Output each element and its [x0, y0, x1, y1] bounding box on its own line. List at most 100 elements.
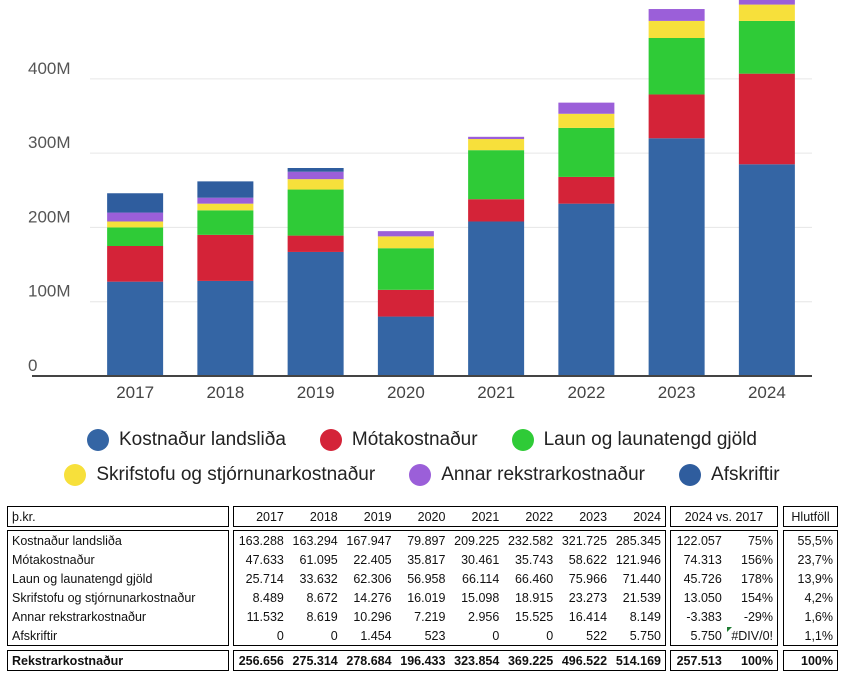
value-cell: 25.714	[245, 571, 284, 586]
bar-segment	[468, 199, 525, 222]
year-header: 2021	[471, 509, 500, 524]
row-label: Laun og launatengd gjöld	[12, 571, 153, 586]
header-box: Hlutföll	[783, 506, 838, 527]
table-row: 1,6%	[784, 607, 838, 626]
total-share: 100%	[801, 653, 833, 668]
bar-segment	[738, 164, 795, 376]
x-tick-label: 2020	[387, 383, 425, 402]
value-cell: 66.114	[462, 571, 500, 586]
value-cell: 11.532	[246, 609, 284, 624]
bar-segment	[468, 139, 525, 151]
total-cell: 496.522	[561, 653, 608, 668]
value-cell: 79.897	[407, 533, 446, 548]
value-cell: 8.619	[306, 609, 338, 624]
header-box: 2017 2018 2019 2020 2021 2022 2023 2024	[233, 506, 666, 527]
table-row: 23,7%	[784, 550, 838, 569]
share-cell: 13,9%	[797, 571, 833, 586]
table-row: 163.288 163.294 167.947 79.897 209.225 232.58…	[234, 531, 666, 551]
table-row: 5.750 #DIV/0!	[671, 626, 778, 646]
bar-segment	[558, 102, 615, 114]
value-cell: 5.750	[629, 628, 661, 643]
pct-cell: 178%	[741, 571, 773, 586]
total-cell: 514.169	[615, 653, 661, 668]
pct-cell: -29%	[743, 609, 773, 624]
total-cell: 369.225	[507, 653, 554, 668]
bar-segment	[287, 168, 344, 172]
total-cell: 278.684	[346, 653, 392, 668]
legend-dot	[409, 464, 432, 486]
bar-segment	[287, 235, 344, 252]
pct-cell: 154%	[741, 590, 773, 605]
total-box: 256.656 275.314 278.684 196.433 323.854 369.2…	[233, 650, 666, 671]
table-row: 74.313 156%	[671, 550, 778, 569]
share-cell: 1,6%	[804, 609, 834, 624]
total-label: Rekstrarkostnaður	[12, 653, 124, 668]
bar-segment	[197, 203, 254, 211]
legend-item-motakostnadur: Mótakostnaður	[319, 429, 478, 451]
value-cell: 522	[586, 628, 608, 643]
legend-label: Afskriftir	[711, 464, 780, 485]
legend-item-afskriftir: Afskriftir	[679, 464, 780, 486]
diff-cell: 5.750	[690, 628, 722, 643]
value-cell: 8.489	[252, 590, 284, 605]
value-cell: 285.345	[615, 533, 661, 548]
total-pct: 100%	[741, 653, 773, 668]
row-label: Kostnaður landsliða	[12, 533, 122, 548]
bar-segment	[738, 4, 795, 21]
body-box: 163.288 163.294 167.947 79.897 209.225 232.58…	[233, 530, 666, 646]
legend-dot	[87, 429, 109, 451]
value-cell: 16.019	[407, 590, 446, 605]
x-tick-label: 2024	[748, 383, 786, 402]
unit-label: þ.kr.	[12, 509, 36, 524]
bar-segment	[107, 246, 164, 282]
body-box: 55,5% 23,7% 13,9% 4,2% 1,6% 1,1%	[783, 530, 838, 646]
table-row: 122.057 75%	[671, 531, 778, 551]
bar-segment	[377, 316, 434, 376]
table-row: 1,1%	[784, 626, 838, 646]
value-cell: 62.306	[353, 571, 392, 586]
value-cell: 321.725	[561, 533, 608, 548]
bar-segment	[648, 138, 705, 376]
x-tick-label: 2023	[658, 383, 696, 402]
bar-segment	[377, 248, 434, 290]
total-cell: 196.433	[400, 653, 446, 668]
header-box: þ.kr.	[7, 506, 229, 527]
legend-row-2: Skrifstofu og stjórnunarkostnaður Annar …	[0, 464, 844, 486]
bar-segment	[648, 94, 705, 139]
x-tick-label: 2017	[116, 383, 154, 402]
pct-cell: 156%	[741, 552, 773, 567]
value-cell: 18.915	[514, 590, 554, 605]
share-cell: 55,5%	[797, 533, 833, 548]
bar-segment	[468, 136, 525, 140]
table-row: 11.532 8.619 10.296 7.219 2.956 15.525 16.414 8…	[234, 607, 666, 626]
bar-segment	[107, 227, 164, 246]
legend-label: Skrifstofu og stjórnunarkostnaður	[96, 464, 376, 485]
year-header: 2023	[579, 509, 608, 524]
diff-cell: 45.726	[683, 571, 722, 586]
legend-dot	[679, 464, 702, 486]
row-label: Annar rekstrarkostnaður	[12, 609, 147, 624]
diff-cell: 74.313	[683, 552, 722, 567]
bar-segment	[558, 113, 615, 128]
compare-header: 2024 vs. 2017	[684, 509, 764, 524]
bar-segment	[468, 150, 525, 200]
legend-label: Mótakostnaður	[351, 429, 478, 450]
year-header: 2022	[525, 509, 554, 524]
year-header: 2024	[633, 509, 661, 524]
table-row: 25.714 33.632 62.306 56.958 66.114 66.460 75.9…	[234, 569, 666, 588]
share-header: Hlutföll	[791, 509, 830, 524]
bar-segment	[648, 38, 705, 95]
bar-segment	[287, 251, 344, 376]
y-tick-label: 400M	[28, 59, 71, 78]
diff-cell: 122.057	[676, 533, 722, 548]
year-header: 2018	[309, 509, 338, 524]
share-cell: 4,2%	[804, 590, 834, 605]
table-row: 13,9%	[784, 569, 838, 588]
value-cell: 71.440	[622, 571, 661, 586]
value-cell: 163.288	[238, 533, 284, 548]
x-tick-label: 2019	[297, 383, 335, 402]
total-cell: 256.656	[238, 653, 284, 668]
value-cell: 21.539	[622, 590, 661, 605]
total-box: Rekstrarkostnaður	[7, 650, 229, 671]
bar-segment	[107, 193, 164, 213]
